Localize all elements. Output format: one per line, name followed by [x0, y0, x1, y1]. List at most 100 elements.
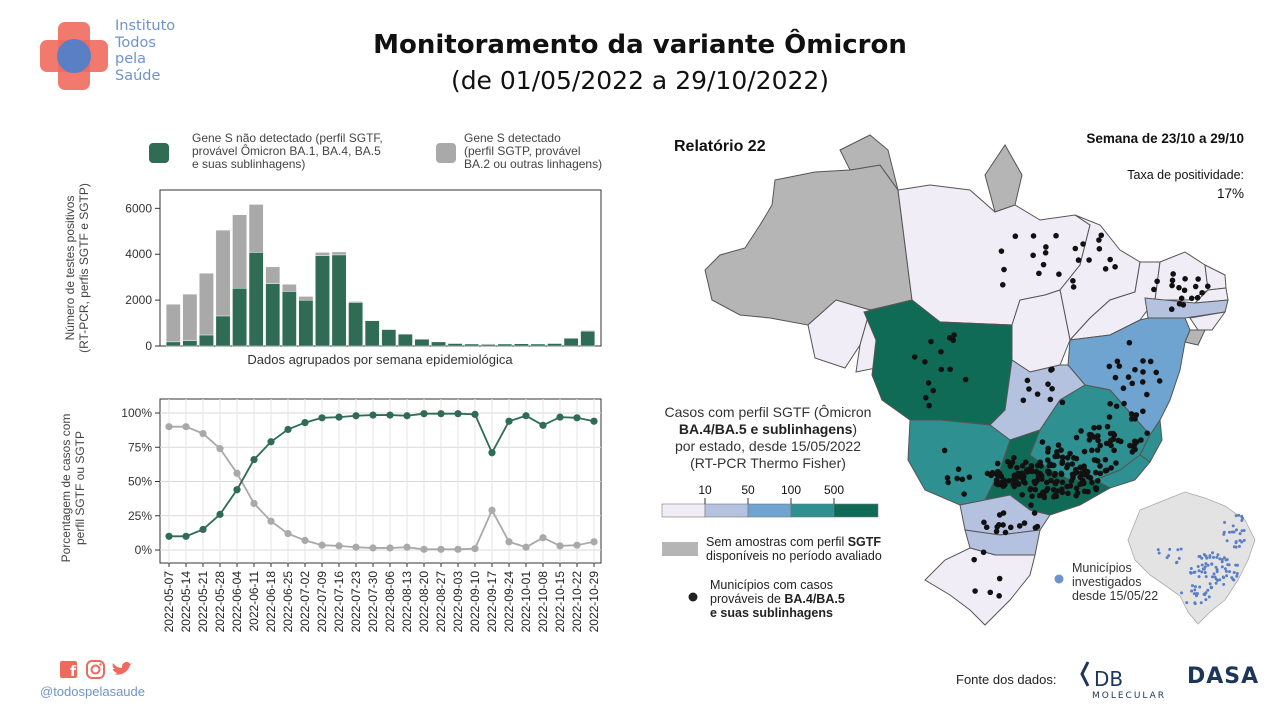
bar-sgtf	[281, 291, 297, 347]
inset-dot	[1232, 530, 1236, 534]
legend-text: BA.2 ou outras linhagens)	[464, 157, 602, 171]
inset-dot	[1238, 539, 1242, 543]
map-dot	[928, 338, 934, 345]
map-dot	[1118, 438, 1124, 445]
map-dot	[1019, 491, 1026, 498]
line-chart-xticks: 2022-05-07 2022-05-14 2022-05-21 2022-05-28…	[162, 563, 601, 632]
inset-dot	[1203, 565, 1207, 569]
map-dot	[966, 474, 973, 480]
inset-dot	[1234, 528, 1238, 532]
inset-dot	[1204, 591, 1208, 595]
bar-sgtf	[248, 252, 264, 347]
map-dot	[994, 524, 1001, 530]
inset-dot	[1222, 556, 1226, 560]
map-dot	[1086, 257, 1092, 263]
line-xtick-label: 2022-06-25	[281, 571, 295, 633]
social-handle[interactable]: @todospelasaude	[40, 684, 145, 699]
scale-bin	[790, 503, 835, 518]
inset-dot	[1225, 539, 1229, 543]
map-dot	[1204, 283, 1211, 290]
line-point-sgtf	[420, 410, 428, 418]
state-al	[1189, 311, 1227, 331]
scale-label: 50	[741, 483, 755, 497]
inset-dot	[1240, 529, 1244, 533]
inset-dot	[1192, 592, 1196, 596]
map-dot	[1032, 486, 1039, 493]
line-chart-grid	[160, 399, 601, 563]
inset-dot	[1200, 563, 1204, 567]
inset-dot	[1210, 562, 1214, 566]
inset-dot	[1235, 574, 1239, 578]
inset-dot	[1238, 532, 1242, 536]
bar-sgtp	[580, 330, 596, 332]
line-xtick-label: 2022-08-13	[400, 571, 414, 633]
map-dot	[1024, 469, 1031, 475]
bar-sgtf	[165, 341, 181, 347]
map-dot	[1067, 450, 1073, 457]
bar-sgtp	[215, 229, 231, 317]
map-dot	[1194, 294, 1201, 301]
inset-dot	[1157, 551, 1161, 555]
twitter-icon[interactable]	[112, 661, 133, 675]
inset-dot	[1196, 565, 1200, 569]
chart-legend: Gene S não detectado (perfil SGTF, prová…	[149, 131, 602, 171]
map-dot	[1071, 471, 1078, 477]
line-xtick-label: 2022-05-21	[196, 571, 210, 633]
map-dots	[911, 232, 1211, 599]
db-molecular-logo: DB MOLECULAR	[1078, 658, 1178, 702]
inset-dot	[1216, 553, 1220, 557]
line-point-sgtp	[573, 541, 581, 549]
map-dot	[1041, 494, 1048, 501]
bar-sgtf	[580, 330, 596, 347]
inset-dot	[1177, 556, 1181, 560]
positivity-value: 17%	[1216, 186, 1244, 201]
map-dot	[998, 248, 1005, 254]
map-dot	[996, 471, 1003, 478]
map-legend-line: (RT-PCR Thermo Fisher)	[690, 455, 846, 471]
map-dot	[1043, 479, 1050, 486]
map-legend-title: Casos com perfil SGTF (Ômicron BA.4/BA.5…	[638, 404, 898, 472]
map-dot	[1128, 411, 1135, 417]
map-dot	[1033, 479, 1039, 485]
map-dot	[983, 524, 990, 531]
map-dot	[1092, 469, 1099, 476]
map-dot	[1091, 424, 1097, 431]
map-dot	[1080, 479, 1087, 486]
map-dot	[1199, 289, 1205, 296]
map-dot	[1053, 232, 1059, 239]
map-dot	[1064, 483, 1070, 490]
social-icons-svg: f	[60, 660, 133, 680]
inset-dot	[1227, 530, 1231, 534]
legend-text: Gene S detectado	[464, 131, 561, 145]
inset-dot	[1213, 575, 1217, 579]
map-dot	[1072, 466, 1079, 473]
map-dot	[1030, 252, 1036, 259]
dot-text: Municípios com casos	[710, 578, 833, 592]
map-dot	[1054, 449, 1060, 455]
map-dot	[1078, 470, 1085, 476]
state-rs	[924, 547, 1036, 626]
facebook-icon[interactable]: f	[60, 661, 77, 680]
line-point-sgtf	[182, 532, 190, 540]
inset-dot	[1230, 576, 1234, 580]
line-point-sgtf	[165, 532, 173, 540]
line-xtick-label: 2022-07-09	[315, 571, 329, 633]
map-dot	[1195, 276, 1201, 282]
map-dot	[1102, 456, 1109, 463]
line-ytick-label: 100%	[121, 406, 152, 420]
map-dot	[993, 477, 1000, 483]
logo-line: Saúde	[115, 67, 161, 84]
inset-dot	[1204, 562, 1208, 566]
map-dot	[980, 549, 987, 556]
map-dot	[922, 359, 928, 365]
nodata-bold: SGTF	[847, 535, 882, 549]
db-logo-svg: DB MOLECULAR	[1080, 661, 1164, 701]
inset-dot	[1240, 518, 1244, 522]
inset-dot	[1222, 582, 1226, 586]
line-point-sgtp	[403, 543, 411, 551]
map-dot	[954, 475, 960, 482]
instagram-icon[interactable]	[86, 660, 105, 679]
muni-text: Municípios	[1072, 561, 1132, 575]
logo-line: pela	[115, 51, 147, 67]
inset-dot	[1211, 551, 1215, 555]
